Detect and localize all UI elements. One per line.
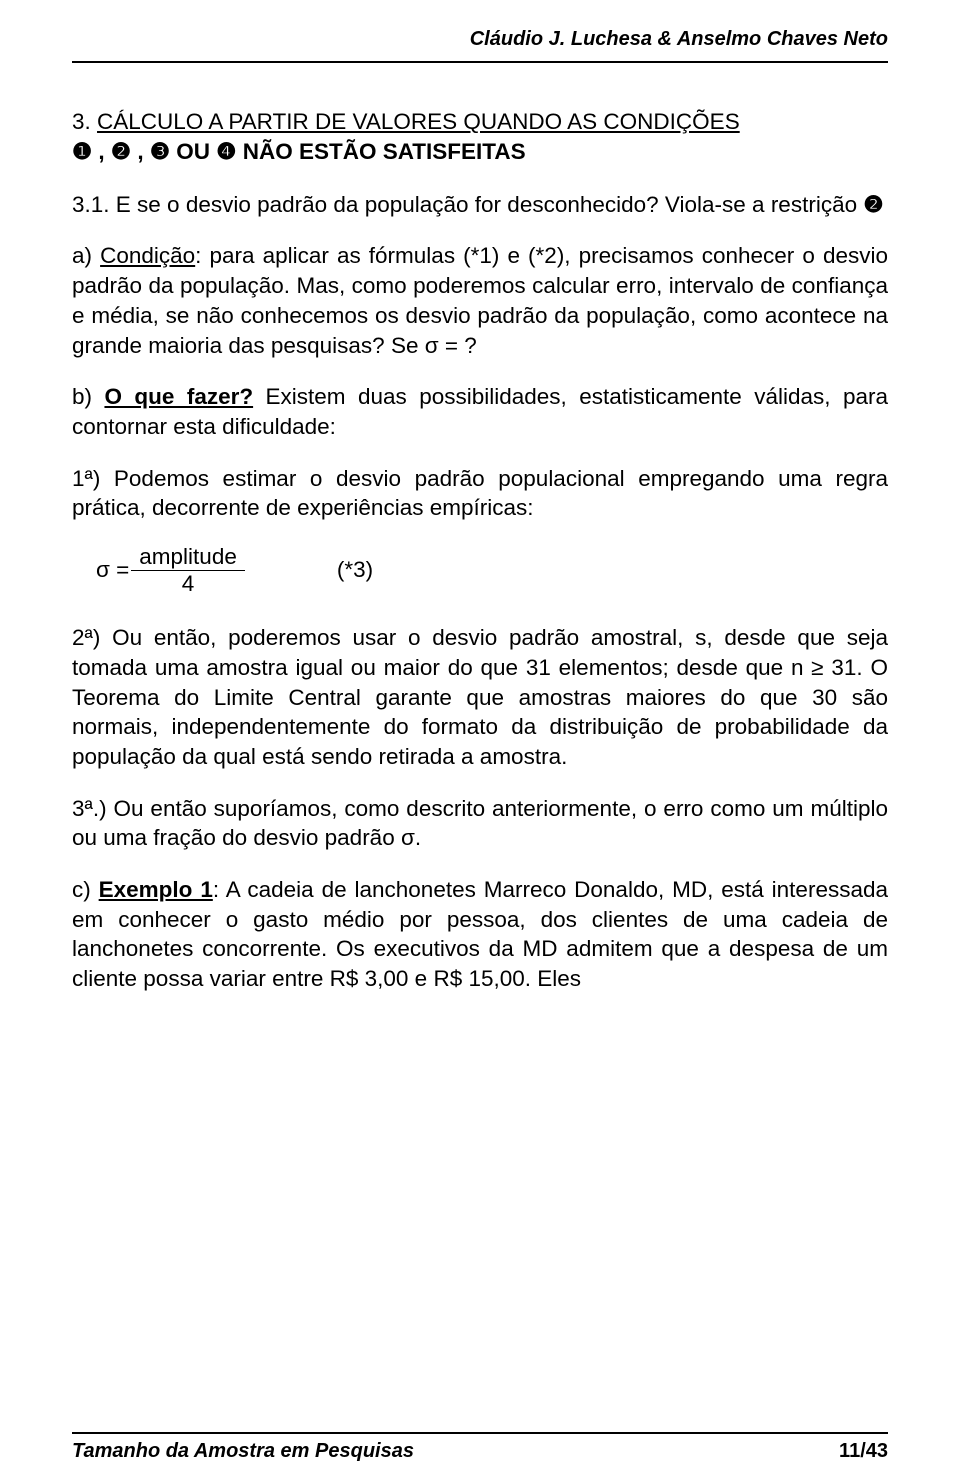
footer-rule — [72, 1432, 888, 1434]
footer: Tamanho da Amostra em Pesquisas 11/43 — [72, 1424, 888, 1463]
section-circled-conditions: ❶ , ❷ , ❸ OU ❹ NÃO ESTÃO SATISFEITAS — [72, 139, 526, 164]
header-authors: Cláudio J. Luchesa & Anselmo Chaves Neto — [72, 28, 888, 51]
a-label: a) — [72, 243, 100, 268]
c-label: c) — [72, 877, 99, 902]
paragraph-c: c) Exemplo 1: A cadeia de lanchonetes Ma… — [72, 875, 888, 994]
paragraph-option-3: 3ª.) Ou então suporíamos, como descrito … — [72, 794, 888, 853]
paragraph-3-1: 3.1. E se o desvio padrão da população f… — [72, 190, 888, 220]
b-underline: O que fazer? — [104, 384, 253, 409]
b-label: b) — [72, 384, 104, 409]
p31-text: 3.1. E se o desvio padrão da população f… — [72, 192, 863, 217]
paragraph-option-1: 1ª) Podemos estimar o desvio padrão popu… — [72, 464, 888, 523]
footer-page-number: 11/43 — [839, 1440, 888, 1463]
a-underline: Condição — [100, 243, 195, 268]
paragraph-option-2: 2ª) Ou então, poderemos usar o desvio pa… — [72, 623, 888, 771]
formula-fraction: amplitude 4 — [135, 545, 241, 595]
formula-denominator: 4 — [131, 570, 245, 596]
formula-sigma: σ = amplitude 4 (*3) — [72, 545, 888, 595]
a-body: : para aplicar as fórmulas (*1) e (*2), … — [72, 243, 888, 357]
footer-title: Tamanho da Amostra em Pesquisas — [72, 1440, 414, 1463]
formula-lhs: σ = — [96, 557, 129, 583]
formula-numerator: amplitude — [135, 545, 241, 570]
footer-row: Tamanho da Amostra em Pesquisas 11/43 — [72, 1440, 888, 1463]
c-underline: Exemplo 1 — [99, 877, 213, 902]
section-number-title: 3. CÁLCULO A PARTIR DE VALORES QUANDO AS… — [72, 109, 740, 134]
paragraph-a: a) Condição: para aplicar as fórmulas (*… — [72, 241, 888, 360]
page: Cláudio J. Luchesa & Anselmo Chaves Neto… — [0, 0, 960, 1483]
paragraph-b: b) O que fazer? Existem duas possibilida… — [72, 382, 888, 441]
header-rule — [72, 61, 888, 63]
section-heading: 3. CÁLCULO A PARTIR DE VALORES QUANDO AS… — [72, 107, 888, 168]
formula-tag: (*3) — [337, 557, 373, 583]
p31-circled-2: ❷ — [863, 192, 883, 217]
section-title-underline: CÁLCULO A PARTIR DE VALORES QUANDO AS CO… — [97, 109, 740, 134]
